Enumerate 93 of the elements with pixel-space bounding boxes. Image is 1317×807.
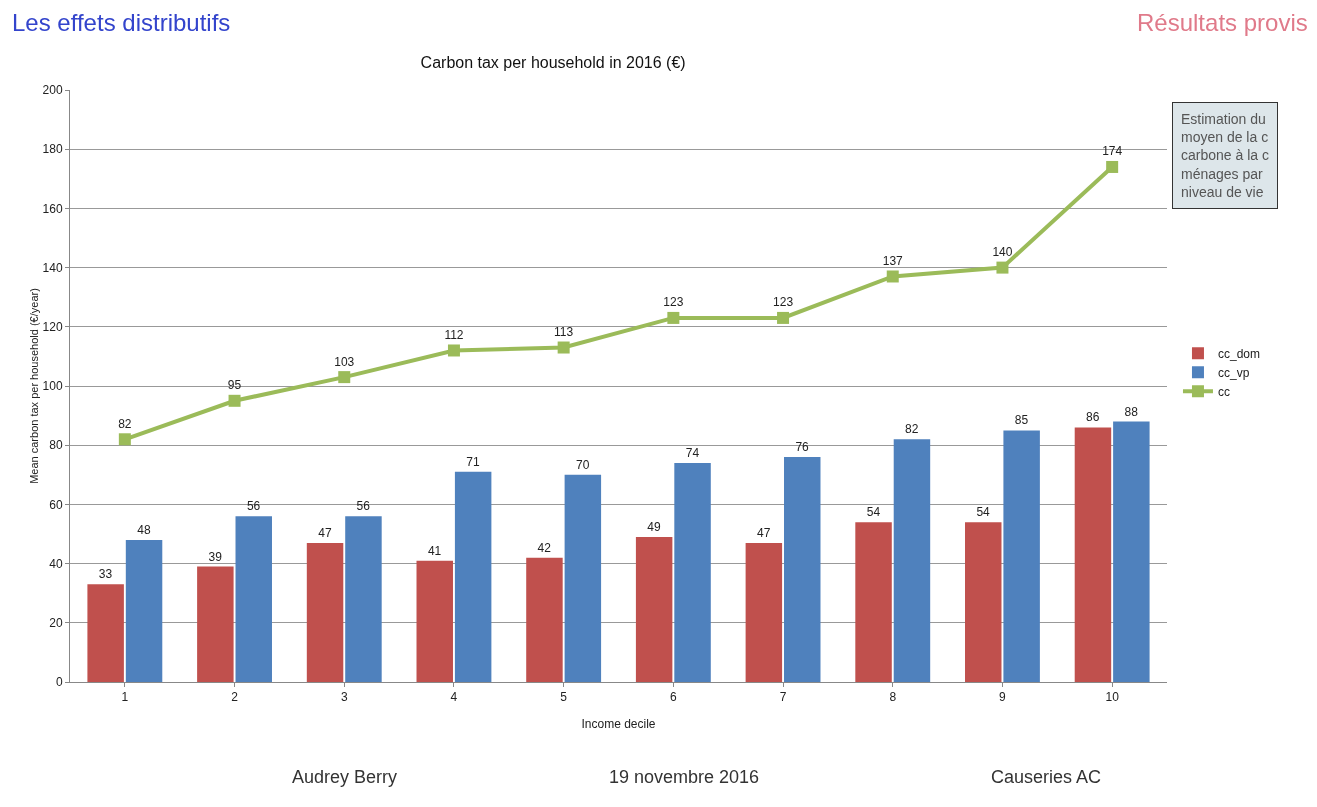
- y-tick-label: 80: [49, 438, 63, 453]
- point: [118, 433, 131, 446]
- bar: [197, 566, 234, 682]
- x-tick-label: 9: [999, 690, 1007, 705]
- text: Audrey Berry: [292, 767, 398, 787]
- y-tick-label: 100: [42, 379, 63, 394]
- data-label: 85: [1014, 413, 1029, 428]
- bar: [345, 516, 382, 682]
- data-label: 86: [1086, 410, 1100, 425]
- data-label: 54: [976, 505, 991, 520]
- data-label: 113: [554, 325, 574, 340]
- point: [557, 341, 570, 354]
- data-label: 74: [685, 445, 700, 460]
- data-label: 112: [444, 327, 464, 342]
- bar: [893, 439, 931, 682]
- data-label: 123: [773, 295, 794, 310]
- x-tick-label: 3: [340, 690, 348, 705]
- bar: [235, 516, 272, 682]
- bar: [1113, 421, 1150, 682]
- data-label: 56: [246, 499, 261, 514]
- data-label: 70: [576, 457, 590, 472]
- y-tick-label: 160: [42, 201, 63, 216]
- data-label: 103: [334, 354, 355, 369]
- data-label: 56: [356, 499, 371, 514]
- bar: [416, 560, 453, 682]
- data-label: 76: [795, 440, 810, 455]
- point: [886, 270, 899, 283]
- point: [447, 344, 460, 357]
- x-axis-title: Income decile: [581, 717, 656, 731]
- bar: [87, 584, 124, 682]
- legend-label: cc_dom: [1217, 346, 1260, 361]
- bar: [306, 542, 344, 682]
- chart-title: Carbon tax per household in 2016 (€): [420, 53, 686, 71]
- data-label: 137: [882, 253, 904, 268]
- data-label: 47: [757, 525, 771, 540]
- y-tick-label: 60: [49, 497, 63, 512]
- data-label: 174: [1102, 144, 1123, 159]
- x-tick-label: 2: [231, 690, 239, 705]
- bar: [1003, 430, 1040, 682]
- data-label: 82: [118, 416, 132, 431]
- point: [1106, 160, 1119, 173]
- data-label: 42: [537, 540, 552, 555]
- bar: [1074, 427, 1112, 682]
- y-tick-label: 200: [42, 83, 63, 98]
- data-label: 95: [227, 378, 242, 393]
- bar: [526, 557, 563, 682]
- y-axis-title: Mean carbon tax per household (€/year): [28, 288, 40, 484]
- x-tick-label: 5: [560, 690, 568, 705]
- text: Estimation du moyen de la c carbone à la c ménages par niveau de vie: [1181, 111, 1269, 200]
- text: Résultats provis: [1137, 9, 1308, 36]
- data-label: 82: [905, 422, 919, 437]
- y-tick-label: 0: [55, 675, 63, 690]
- point: [667, 311, 680, 324]
- data-label: 88: [1124, 404, 1139, 419]
- data-label: 48: [137, 522, 151, 537]
- point: [777, 311, 790, 324]
- point: [228, 394, 241, 407]
- data-label: 123: [663, 295, 684, 310]
- bar: [125, 539, 163, 682]
- bar: [965, 522, 1002, 682]
- y-tick-label: 40: [49, 556, 63, 571]
- bar: [784, 457, 821, 682]
- data-label: 33: [98, 567, 113, 582]
- bar: [635, 536, 673, 682]
- data-label: 41: [427, 543, 442, 558]
- x-tick-label: 4: [450, 690, 458, 705]
- bar: [564, 474, 602, 682]
- bar: [855, 522, 892, 682]
- data-label: 49: [647, 519, 661, 534]
- text: Les effets distributifs: [12, 9, 231, 36]
- x-tick-label: 8: [889, 690, 897, 705]
- data-label: 71: [466, 454, 480, 469]
- data-label: 47: [318, 525, 332, 540]
- x-tick-label: 6: [670, 690, 678, 705]
- data-label: 140: [992, 245, 1013, 260]
- text: 19 novembre 2016: [609, 767, 760, 787]
- y-tick-label: 140: [42, 260, 63, 275]
- bar: [454, 471, 492, 682]
- point: [338, 371, 351, 384]
- x-tick-label: 7: [779, 690, 787, 705]
- data-label: 39: [208, 549, 223, 564]
- data-label: 54: [866, 505, 881, 520]
- text: Causeries AC: [991, 767, 1102, 787]
- bar: [745, 542, 783, 682]
- legend-label: cc_vp: [1217, 365, 1250, 380]
- point: [996, 261, 1009, 274]
- y-tick-label: 180: [42, 142, 63, 157]
- y-tick-label: 120: [42, 320, 63, 334]
- x-tick-label: 1: [121, 690, 129, 705]
- legend-label: cc: [1217, 384, 1230, 399]
- y-tick-label: 20: [49, 616, 63, 630]
- x-tick-label: 10: [1105, 690, 1120, 705]
- bar: [674, 462, 711, 682]
